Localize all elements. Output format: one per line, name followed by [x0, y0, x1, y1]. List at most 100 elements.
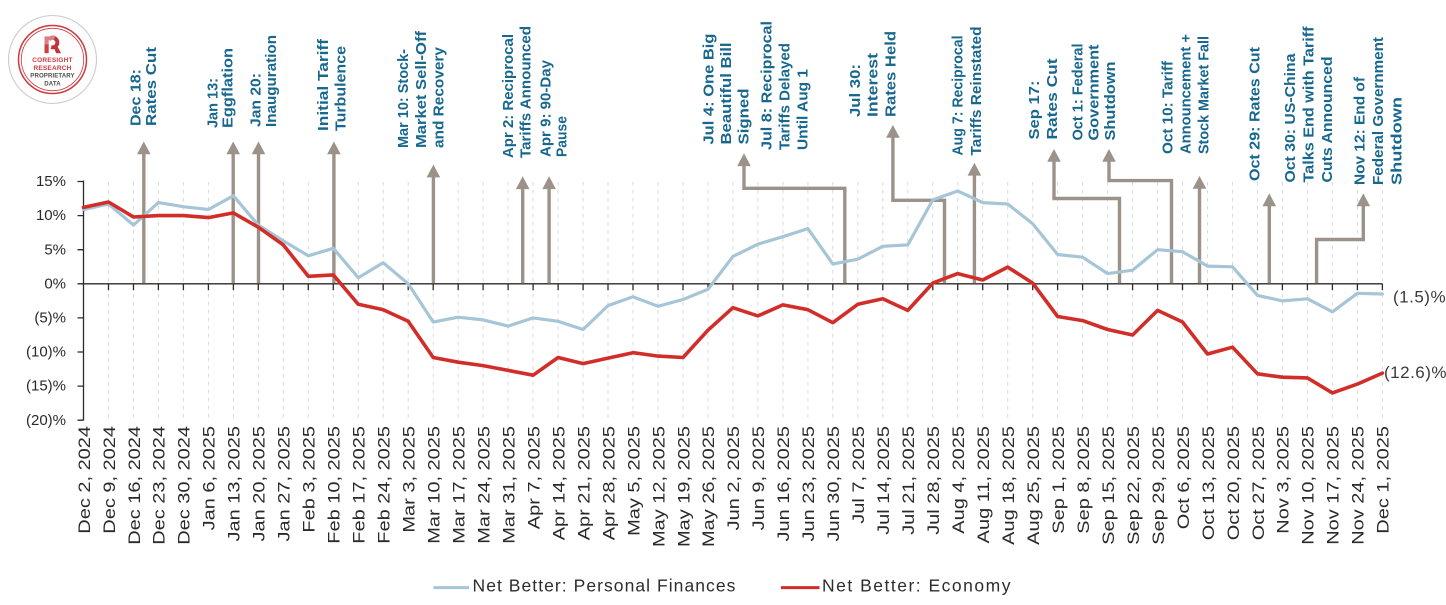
- svg-text:PROPRIETARY: PROPRIETARY: [30, 73, 74, 80]
- svg-text:Oct 20, 2025: Oct 20, 2025: [1225, 426, 1243, 540]
- svg-text:Rates Held: Rates Held: [882, 31, 899, 117]
- svg-text:May 12, 2025: May 12, 2025: [650, 426, 668, 547]
- svg-text:Dec 2, 2024: Dec 2, 2024: [76, 426, 94, 534]
- svg-text:Talks End with Tariff: Talks End with Tariff: [1301, 25, 1318, 182]
- svg-text:15%: 15%: [36, 173, 66, 190]
- svg-text:Mar 10, 2025: Mar 10, 2025: [426, 426, 444, 544]
- svg-text:Mar 10: Stock-: Mar 10: Stock-: [395, 49, 412, 148]
- svg-text:Sep 15, 2025: Sep 15, 2025: [1100, 426, 1118, 545]
- svg-text:Mar 24, 2025: Mar 24, 2025: [475, 426, 493, 544]
- svg-text:Interest: Interest: [865, 53, 882, 117]
- svg-text:Turbulence: Turbulence: [333, 46, 350, 131]
- svg-text:RESEARCH: RESEARCH: [33, 65, 71, 72]
- svg-text:Apr 7, 2025: Apr 7, 2025: [525, 426, 543, 529]
- svg-text:Sep 8, 2025: Sep 8, 2025: [1075, 426, 1093, 534]
- svg-text:Nov 10, 2025: Nov 10, 2025: [1300, 426, 1318, 545]
- svg-text:Aug 25, 2025: Aug 25, 2025: [1025, 426, 1043, 545]
- svg-text:Net Better: Personal Finances: Net Better: Personal Finances: [473, 576, 737, 596]
- svg-text:Feb 3, 2025: Feb 3, 2025: [301, 426, 319, 533]
- svg-text:Jan 20:: Jan 20:: [247, 73, 264, 127]
- svg-text:Apr 9: 90-Day: Apr 9: 90-Day: [538, 59, 555, 157]
- svg-text:(10)%: (10)%: [26, 344, 66, 361]
- svg-text:Rates Cut: Rates Cut: [143, 47, 160, 126]
- svg-text:Aug 18, 2025: Aug 18, 2025: [1000, 426, 1018, 545]
- svg-text:Oct 1: Federal: Oct 1: Federal: [1069, 44, 1086, 141]
- svg-text:Sep 29, 2025: Sep 29, 2025: [1150, 426, 1168, 545]
- svg-text:Jul 7, 2025: Jul 7, 2025: [850, 426, 868, 524]
- svg-text:10%: 10%: [36, 207, 66, 224]
- svg-text:May 5, 2025: May 5, 2025: [625, 426, 643, 536]
- svg-text:Feb 10, 2025: Feb 10, 2025: [326, 426, 344, 544]
- svg-text:Oct 13, 2025: Oct 13, 2025: [1200, 426, 1218, 540]
- svg-text:Apr 21, 2025: Apr 21, 2025: [575, 426, 593, 540]
- svg-text:Oct 27, 2025: Oct 27, 2025: [1250, 426, 1268, 540]
- svg-text:(5)%: (5)%: [34, 310, 66, 327]
- svg-text:DATA: DATA: [44, 80, 61, 87]
- svg-text:Oct 6, 2025: Oct 6, 2025: [1175, 426, 1193, 529]
- svg-text:Jan 6, 2025: Jan 6, 2025: [201, 426, 219, 530]
- svg-text:Jul 28, 2025: Jul 28, 2025: [925, 426, 943, 535]
- svg-text:Nov 3, 2025: Nov 3, 2025: [1275, 426, 1293, 534]
- svg-text:Sep 17:: Sep 17:: [1026, 81, 1043, 140]
- svg-text:Jul 4: One Big: Jul 4: One Big: [701, 34, 718, 145]
- svg-text:May 19, 2025: May 19, 2025: [675, 426, 693, 547]
- svg-text:Net Better: Economy: Net Better: Economy: [822, 576, 1012, 596]
- svg-text:and Recovery: and Recovery: [430, 46, 447, 148]
- svg-text:(1.5)%: (1.5)%: [1393, 288, 1446, 307]
- svg-text:Jan 13:: Jan 13:: [204, 78, 221, 128]
- svg-text:Tariffs Delayed: Tariffs Delayed: [777, 43, 794, 150]
- svg-text:(15)%: (15)%: [26, 378, 66, 395]
- svg-text:Jun 9, 2025: Jun 9, 2025: [750, 426, 768, 530]
- svg-text:Dec 30, 2024: Dec 30, 2024: [176, 426, 194, 545]
- svg-text:Government: Government: [1086, 45, 1103, 141]
- svg-text:Shutdown: Shutdown: [1388, 97, 1405, 185]
- svg-text:Until Aug 1: Until Aug 1: [795, 69, 812, 150]
- svg-text:Mar 3, 2025: Mar 3, 2025: [401, 426, 419, 533]
- svg-text:Stock Market Fall: Stock Market Fall: [1196, 36, 1213, 154]
- svg-text:Apr 14, 2025: Apr 14, 2025: [550, 426, 568, 540]
- svg-text:Jan 27, 2025: Jan 27, 2025: [276, 426, 294, 542]
- svg-text:Sep 1, 2025: Sep 1, 2025: [1050, 426, 1068, 534]
- svg-text:0%: 0%: [44, 275, 66, 292]
- svg-text:Pause: Pause: [553, 116, 570, 157]
- svg-text:Aug 11, 2025: Aug 11, 2025: [975, 426, 993, 543]
- svg-text:Aug 7: Reciprocal: Aug 7: Reciprocal: [950, 36, 967, 156]
- svg-text:Dec 9, 2024: Dec 9, 2024: [101, 426, 119, 534]
- svg-text:Feb 17, 2025: Feb 17, 2025: [351, 426, 369, 544]
- svg-text:5%: 5%: [44, 241, 66, 258]
- svg-text:Oct 30: US-China: Oct 30: US-China: [1282, 53, 1299, 183]
- svg-text:Jun 16, 2025: Jun 16, 2025: [775, 426, 793, 542]
- svg-text:Inauguration: Inauguration: [263, 35, 280, 127]
- svg-text:Tariffs Reinstated: Tariffs Reinstated: [968, 27, 985, 156]
- svg-text:Shutdown: Shutdown: [1102, 62, 1119, 141]
- svg-text:Jul 14, 2025: Jul 14, 2025: [875, 426, 893, 535]
- svg-text:Jun 2, 2025: Jun 2, 2025: [725, 426, 743, 530]
- svg-text:May 26, 2025: May 26, 2025: [700, 426, 718, 547]
- svg-text:Dec 16, 2024: Dec 16, 2024: [126, 426, 144, 545]
- svg-text:Mar 31, 2025: Mar 31, 2025: [500, 426, 518, 544]
- svg-text:CORESIGHT: CORESIGHT: [32, 57, 72, 64]
- svg-text:Jul 30:: Jul 30:: [847, 64, 864, 117]
- svg-text:Oct 10: Tariff: Oct 10: Tariff: [1160, 60, 1177, 154]
- svg-text:Sep 22, 2025: Sep 22, 2025: [1125, 426, 1143, 545]
- svg-text:Announcement +: Announcement +: [1178, 34, 1195, 154]
- svg-text:Apr 28, 2025: Apr 28, 2025: [600, 426, 618, 540]
- svg-text:Cuts Announced: Cuts Announced: [1319, 57, 1336, 183]
- svg-text:Eggflation: Eggflation: [219, 48, 236, 128]
- svg-text:Aug 4, 2025: Aug 4, 2025: [950, 426, 968, 534]
- svg-text:Nov 24, 2025: Nov 24, 2025: [1350, 426, 1368, 545]
- svg-text:(20)%: (20)%: [26, 412, 66, 429]
- svg-text:Jan 13, 2025: Jan 13, 2025: [226, 426, 244, 542]
- svg-text:Nov 17, 2025: Nov 17, 2025: [1325, 426, 1343, 545]
- svg-text:Market Sell-Off: Market Sell-Off: [413, 30, 430, 148]
- svg-text:(12.6)%: (12.6)%: [1384, 363, 1446, 382]
- svg-text:Tariffs Announced: Tariffs Announced: [517, 26, 534, 158]
- svg-text:Jun 30, 2025: Jun 30, 2025: [825, 426, 843, 542]
- svg-text:Mar 17, 2025: Mar 17, 2025: [451, 426, 469, 544]
- svg-text:Beautiful Bill: Beautiful Bill: [718, 43, 735, 145]
- svg-text:Oct 29: Rates Cut: Oct 29: Rates Cut: [1247, 47, 1264, 181]
- svg-text:Initial Tariff: Initial Tariff: [315, 38, 332, 131]
- svg-text:Apr 2: Reciprocal: Apr 2: Reciprocal: [500, 34, 517, 158]
- svg-text:Jun 23, 2025: Jun 23, 2025: [800, 426, 818, 542]
- svg-text:Rates Cut: Rates Cut: [1044, 58, 1061, 139]
